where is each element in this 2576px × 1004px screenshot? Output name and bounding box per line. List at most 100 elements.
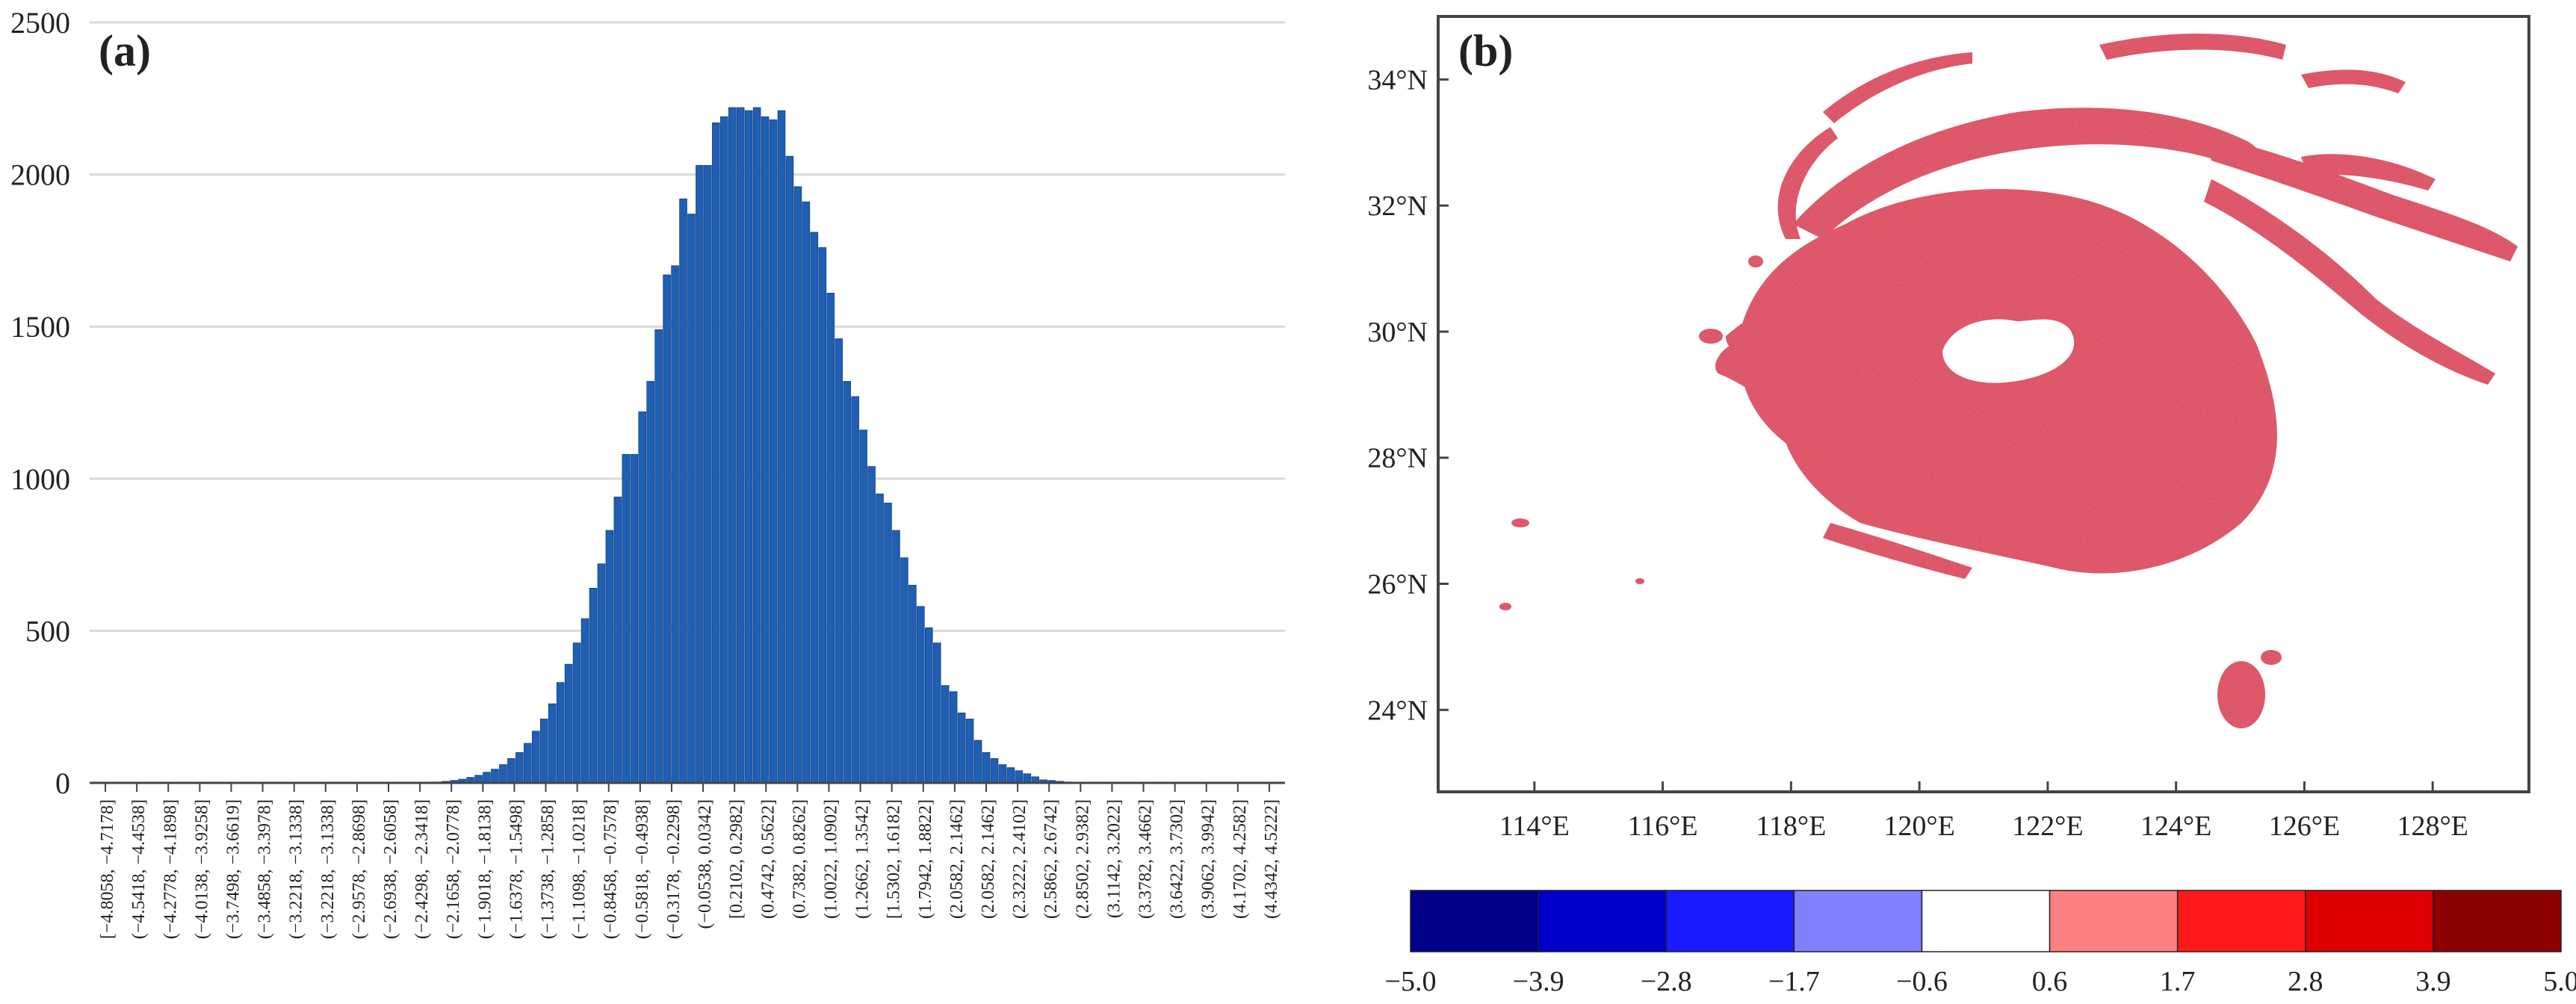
x-tick-label: (−1.6378, −1.5498]: [507, 799, 526, 939]
histogram-bar: [622, 453, 631, 784]
histogram-bar: [793, 186, 802, 784]
colorbar-tick-label: −0.6: [1896, 966, 1948, 997]
histogram-bar: [859, 430, 867, 784]
lat-tick-label: 32°N: [1367, 190, 1428, 222]
x-tick-label: (1.2662, 1.3542]: [853, 799, 873, 919]
lon-tick-label: 128°E: [2397, 811, 2468, 842]
histogram-bar: [925, 627, 933, 784]
x-tick-label: (−0.5818, −0.4938]: [633, 799, 652, 939]
histogram-bar: [491, 769, 499, 784]
y-tick-label: 1000: [10, 462, 70, 496]
histogram-bar: [1006, 767, 1015, 784]
histogram-bar: [892, 530, 900, 784]
histogram-bar: [483, 772, 491, 784]
histogram-bar: [515, 752, 524, 784]
colorbar-segment: [2305, 890, 2434, 952]
colorbar-segment: [1921, 890, 2051, 952]
x-tick-label: (2.8502, 2.9382]: [1073, 799, 1092, 919]
histogram-bar: [580, 618, 589, 784]
histogram-bar: [507, 758, 515, 784]
colorbar: −5.0 −3.9 −2.8 −1.7 −0.6 0.6 1.7 2.8 3.9 5.0: [1385, 890, 2576, 997]
histogram-gridlines: [90, 21, 1285, 632]
histogram-bar: [973, 740, 982, 784]
x-tick-label: (−0.0538, 0.0342]: [696, 799, 715, 929]
histogram-bar: [752, 107, 761, 784]
colorbar-segment: [2433, 890, 2562, 952]
x-tick-label: (1.0022, 1.0902]: [821, 799, 840, 919]
x-tick-label: (−1.1098, −1.0218]: [570, 799, 589, 939]
histogram-bar: [589, 587, 598, 784]
histogram-bar: [982, 752, 991, 784]
x-tick-label: (−3.7498, −3.6619]: [223, 799, 243, 939]
histogram-bar: [851, 396, 859, 784]
histogram-bar: [867, 466, 876, 784]
histogram-bar: [785, 155, 794, 784]
lon-tick-label: 122°E: [2012, 811, 2083, 842]
lon-tick-label: 114°E: [1499, 811, 1570, 842]
x-tick-label: (3.3782, 3.4662]: [1136, 799, 1156, 919]
histogram-bar: [663, 274, 671, 784]
histogram-bar: [736, 107, 745, 784]
colorbar-segment: [1410, 890, 1539, 952]
histogram-bar: [696, 164, 704, 784]
histogram-bar: [761, 116, 770, 784]
histogram-bar: [826, 293, 835, 784]
histogram-bar: [712, 122, 720, 784]
x-tick-label: (−2.1658, −2.0778]: [444, 799, 463, 939]
histogram-y-axis: 0 500 1000 1500 2000 2500: [10, 6, 70, 800]
colorbar-tick-label: −3.9: [1513, 966, 1564, 997]
histogram-bar: [548, 703, 557, 784]
x-tick-label: [−4.8058, −4.7178]: [98, 799, 117, 939]
histogram-bar: [597, 563, 606, 784]
x-tick-label: (−1.3738, −1.2858]: [539, 799, 558, 939]
x-tick-label: (−4.2778, −4.1898]: [161, 799, 180, 939]
histogram-bar: [965, 719, 974, 784]
histogram-bar: [990, 758, 999, 784]
colorbar-segment: [1538, 890, 1667, 952]
histogram-bar: [843, 381, 851, 784]
x-tick-label: (−2.6938, −2.6058]: [381, 799, 400, 939]
colorbar-segment: [2049, 890, 2179, 952]
histogram-bar: [613, 496, 622, 784]
x-tick-label: (3.1142, 3.2022]: [1104, 799, 1124, 918]
histogram-bar: [908, 584, 917, 784]
x-tick-label: [1.5302, 1.6182]: [885, 799, 904, 919]
y-tick-label: 2000: [10, 158, 70, 192]
colorbar-tick-label: −1.7: [1768, 966, 1820, 997]
x-tick-label: (−4.0138, −3.9258]: [192, 799, 211, 939]
histogram-bar: [687, 214, 696, 784]
histogram-bar: [932, 642, 941, 784]
colorbar-tick-label: 2.8: [2288, 966, 2323, 997]
histogram-bar: [524, 743, 532, 784]
x-tick-label: (3.6422, 3.7302]: [1168, 799, 1187, 919]
x-tick-label: [0.2102, 0.2982]: [727, 799, 746, 919]
x-tick-label: (−0.8458, −0.7578]: [601, 799, 621, 939]
x-tick-label: (−4.5418, −4.4538]: [129, 799, 149, 939]
histogram-bar: [704, 164, 712, 784]
y-tick-label: 0: [55, 766, 70, 800]
histogram-bar: [531, 731, 540, 784]
histogram-bar: [605, 530, 614, 784]
lon-tick-label: 116°E: [1628, 811, 1698, 842]
lon-tick-label: 118°E: [1756, 811, 1826, 842]
colorbar-segment: [1793, 890, 1923, 952]
x-tick-label: (4.1702, 4.2582]: [1230, 799, 1250, 919]
x-tick-label: (−3.2218, −3.1338]: [318, 799, 338, 939]
histogram-bar: [818, 247, 827, 784]
x-tick-label: (2.0582, 2.1462]: [947, 799, 967, 919]
x-tick-label: (−2.9578, −2.8698]: [350, 799, 369, 939]
histogram-bar: [539, 719, 548, 784]
histogram-x-axis: [−4.8058, −4.7178] (−4.5418, −4.4538] (−4.…: [98, 783, 1281, 939]
histogram-bar: [564, 663, 573, 784]
colorbar-tick-label: 5.0: [2543, 966, 2576, 997]
map-panel: (b) 114°E 116°E 118°E 120°E 122°E 124°E 126°E 1…: [1367, 15, 2576, 997]
histogram-bar: [876, 493, 884, 784]
histogram-bar: [720, 116, 728, 784]
histogram-bars: [425, 107, 1072, 784]
histogram-bar: [957, 712, 966, 784]
lon-tick-label: 124°E: [2140, 811, 2211, 842]
histogram-bar: [835, 338, 843, 784]
x-tick-label: (2.0582, 2.1462]: [979, 799, 998, 919]
colorbar-segment: [2176, 890, 2306, 952]
